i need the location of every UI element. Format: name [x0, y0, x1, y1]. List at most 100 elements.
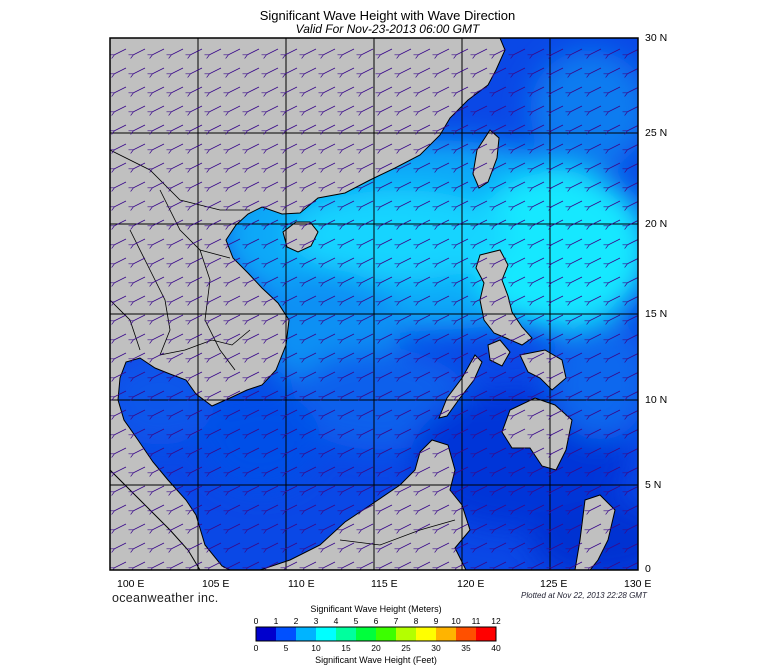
wave-direction-arrow — [266, 162, 279, 169]
wave-direction-arrow — [608, 276, 621, 283]
lat-label-15n: 15 N — [645, 308, 668, 320]
wave-direction-arrow — [133, 219, 146, 226]
wave-direction-arrow — [133, 409, 146, 416]
wave-direction-arrow — [513, 409, 526, 416]
wave-direction-arrow — [456, 295, 469, 302]
wave-direction-arrow — [190, 105, 203, 112]
wave-direction-arrow — [475, 295, 488, 302]
wave-direction-arrow — [437, 447, 450, 454]
colorbar-tick-meters: 9 — [433, 616, 439, 626]
wave-direction-arrow — [304, 561, 317, 568]
wave-direction-arrow — [513, 447, 526, 454]
wave-direction-arrow — [247, 162, 260, 169]
wave-direction-arrow — [266, 504, 279, 511]
wave-direction-arrows — [114, 48, 638, 568]
wave-direction-arrow — [171, 352, 184, 359]
wave-direction-arrow — [323, 238, 336, 245]
colorbar-tick-meters: 4 — [333, 616, 339, 626]
wave-direction-arrow — [323, 314, 336, 321]
wave-direction-arrow — [209, 333, 222, 340]
wave-direction-arrow — [266, 48, 279, 55]
wave-direction-arrow — [361, 181, 374, 188]
wave-direction-arrow — [551, 162, 564, 169]
wave-direction-arrow — [437, 333, 450, 340]
wave-direction-arrow — [399, 523, 412, 530]
wave-direction-arrow — [209, 143, 222, 150]
wave-direction-arrow — [247, 143, 260, 150]
wave-direction-arrow — [228, 276, 241, 283]
wave-direction-arrow — [494, 390, 507, 397]
wave-direction-arrow — [551, 485, 564, 492]
wave-direction-arrow — [456, 143, 469, 150]
wave-direction-arrow — [114, 428, 127, 435]
wave-direction-arrow — [589, 561, 602, 568]
wave-direction-arrow — [608, 257, 621, 264]
wave-direction-arrow — [456, 181, 469, 188]
wave-direction-arrow — [247, 295, 260, 302]
wave-direction-arrow — [171, 333, 184, 340]
wave-direction-arrow — [114, 200, 127, 207]
wave-direction-arrow — [361, 105, 374, 112]
wave-direction-arrow — [418, 200, 431, 207]
wave-direction-arrow — [171, 219, 184, 226]
colorbar-tick-feet: 5 — [283, 643, 289, 653]
wave-direction-arrow — [209, 485, 222, 492]
wave-direction-arrow — [456, 504, 469, 511]
wave-direction-arrow — [627, 219, 638, 226]
wave-direction-arrow — [247, 561, 260, 568]
wave-direction-arrow — [551, 143, 564, 150]
wave-direction-arrow — [627, 466, 638, 473]
wave-direction-arrow — [266, 257, 279, 264]
wave-direction-arrow — [114, 143, 127, 150]
land-palawan — [438, 354, 483, 419]
wave-direction-arrow — [342, 542, 355, 549]
wave-direction-arrow — [209, 314, 222, 321]
plotted-timestamp: Plotted at Nov 22, 2013 22:28 GMT — [521, 591, 647, 600]
wave-direction-arrow — [361, 447, 374, 454]
wave-direction-arrow — [285, 314, 298, 321]
wave-direction-arrow — [323, 485, 336, 492]
wave-direction-arrow — [209, 409, 222, 416]
wave-direction-arrow — [513, 219, 526, 226]
wave-direction-arrow — [304, 48, 317, 55]
wave-direction-arrow — [570, 181, 583, 188]
wave-direction-arrow — [608, 523, 621, 530]
wave-direction-arrow — [570, 48, 583, 55]
wave-direction-arrow — [247, 371, 260, 378]
wave-direction-arrow — [608, 105, 621, 112]
wave-direction-arrow — [570, 428, 583, 435]
wave-direction-arrow — [513, 257, 526, 264]
colorbar-tick-meters: 12 — [491, 616, 501, 626]
wave-direction-arrow — [323, 466, 336, 473]
wave-direction-arrow — [171, 466, 184, 473]
wave-direction-arrow — [190, 542, 203, 549]
wave-direction-arrow — [456, 200, 469, 207]
wave-direction-arrow — [380, 352, 393, 359]
wave-direction-arrow — [532, 124, 545, 131]
lon-label-110e: 110 E — [288, 578, 315, 590]
wave-direction-arrow — [513, 181, 526, 188]
wave-direction-arrow — [228, 466, 241, 473]
wave-direction-arrow — [513, 238, 526, 245]
wave-direction-arrow — [114, 371, 127, 378]
wave-direction-arrow — [171, 409, 184, 416]
wave-direction-arrow — [190, 124, 203, 131]
wave-direction-arrow — [209, 371, 222, 378]
wave-direction-arrow — [342, 295, 355, 302]
colorbar-tick-feet: 30 — [431, 643, 441, 653]
wave-direction-arrow — [190, 86, 203, 93]
wave-direction-arrow — [304, 238, 317, 245]
wave-direction-arrow — [627, 371, 638, 378]
wave-direction-arrow — [228, 447, 241, 454]
wave-direction-arrow — [513, 371, 526, 378]
wave-direction-arrow — [266, 200, 279, 207]
wave-direction-arrow — [551, 352, 564, 359]
wave-direction-arrow — [152, 561, 165, 568]
wave-direction-arrow — [551, 86, 564, 93]
wave-direction-arrow — [589, 200, 602, 207]
wave-direction-arrow — [304, 428, 317, 435]
wave-direction-arrow — [627, 67, 638, 74]
wave-direction-arrow — [266, 238, 279, 245]
wave-direction-arrow — [342, 428, 355, 435]
wave-direction-arrow — [399, 200, 412, 207]
